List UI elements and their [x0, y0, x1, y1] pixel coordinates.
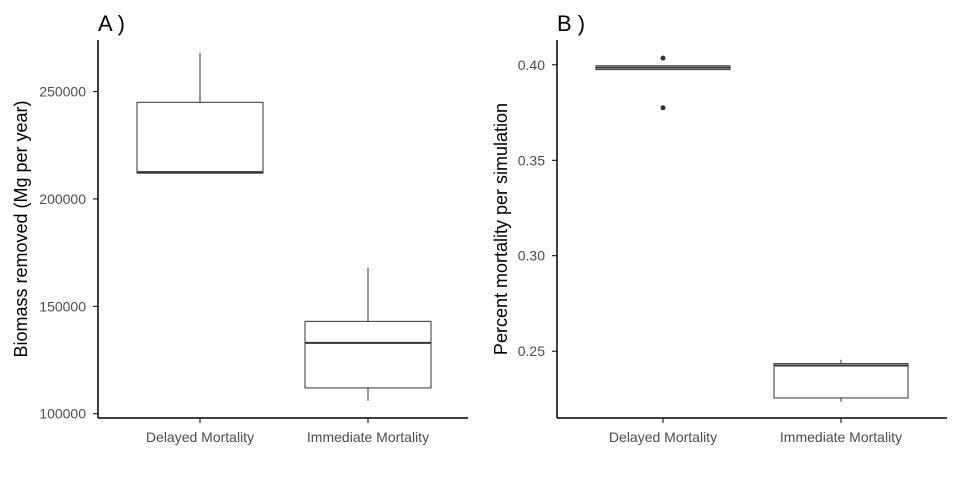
y-tick-label: 0.25: [518, 343, 545, 359]
chart-panel-2: 0.25 0.30 0.35 0.40 Delayed Mortality Immedia…: [491, 11, 947, 445]
chart-panel-1: 100000 150000 200000 250000 Delayed Mortalit…: [11, 11, 468, 445]
panel-label: B ): [557, 11, 585, 36]
y-tick-label: 250000: [39, 84, 86, 100]
box-2: [304, 267, 432, 401]
box-1: [136, 52, 264, 174]
y-tick-label: 0.40: [518, 57, 545, 73]
outlier-point: [660, 105, 666, 111]
outlier-point: [660, 55, 666, 61]
x-tick-label: Delayed Mortality: [609, 429, 717, 445]
box-iqr: [304, 320, 432, 389]
y-tick-label: 150000: [39, 298, 86, 314]
box-1: [595, 55, 731, 111]
panel-label: A ): [98, 11, 125, 36]
y-tick-label: 0.30: [518, 248, 545, 264]
y-axis-title: Biomass removed (Mg per year): [11, 100, 31, 357]
y-tick-label: 100000: [39, 406, 86, 422]
y-axis-title: Percent mortality per simulation: [491, 103, 511, 355]
x-tick-label: Immediate Mortality: [780, 429, 902, 445]
x-tick-label: Delayed Mortality: [146, 429, 254, 445]
y-tick-label: 200000: [39, 191, 86, 207]
box-iqr: [773, 363, 909, 399]
box-iqr: [136, 101, 264, 174]
x-tick-label: Immediate Mortality: [307, 429, 429, 445]
box-2: [773, 359, 909, 402]
y-tick-label: 0.35: [518, 152, 545, 168]
